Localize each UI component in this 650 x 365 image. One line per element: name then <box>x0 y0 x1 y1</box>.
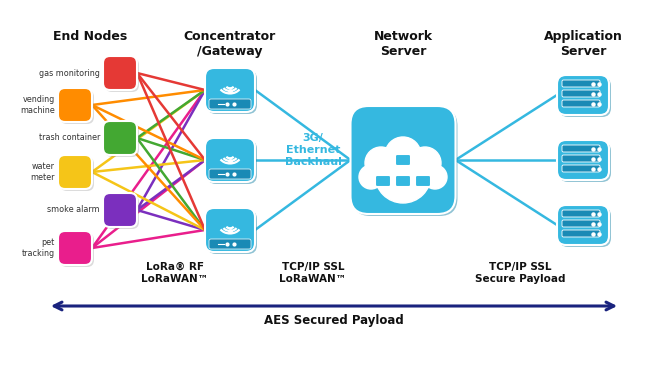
FancyBboxPatch shape <box>105 58 139 92</box>
Text: gas monitoring: gas monitoring <box>39 69 100 77</box>
Text: vending
machine: vending machine <box>20 95 55 115</box>
FancyBboxPatch shape <box>60 233 94 267</box>
Text: trash container: trash container <box>38 134 100 142</box>
FancyBboxPatch shape <box>58 88 92 122</box>
Text: pet
tracking: pet tracking <box>22 238 55 258</box>
FancyBboxPatch shape <box>559 207 611 247</box>
FancyBboxPatch shape <box>562 145 600 152</box>
FancyBboxPatch shape <box>207 140 257 184</box>
Text: Concentrator
/Gateway: Concentrator /Gateway <box>184 30 276 58</box>
FancyBboxPatch shape <box>562 210 600 217</box>
Text: AES Secured Payload: AES Secured Payload <box>264 314 404 327</box>
Circle shape <box>359 165 383 189</box>
FancyBboxPatch shape <box>562 155 600 162</box>
FancyBboxPatch shape <box>105 123 139 157</box>
FancyBboxPatch shape <box>395 175 411 187</box>
Circle shape <box>365 147 397 179</box>
FancyBboxPatch shape <box>562 220 600 227</box>
FancyBboxPatch shape <box>207 210 257 254</box>
FancyBboxPatch shape <box>415 175 431 187</box>
Circle shape <box>409 147 441 179</box>
FancyBboxPatch shape <box>557 75 609 115</box>
FancyBboxPatch shape <box>205 208 255 252</box>
FancyBboxPatch shape <box>209 99 251 109</box>
FancyBboxPatch shape <box>562 165 600 172</box>
FancyBboxPatch shape <box>562 100 600 107</box>
FancyBboxPatch shape <box>562 80 600 87</box>
Text: 3G/
Ethernet
Backhaul: 3G/ Ethernet Backhaul <box>285 133 341 166</box>
FancyBboxPatch shape <box>352 108 458 216</box>
FancyBboxPatch shape <box>562 230 600 237</box>
FancyBboxPatch shape <box>103 121 137 155</box>
Text: Application
Server: Application Server <box>543 30 623 58</box>
Text: TCP/IP SSL
LoRaWAN™: TCP/IP SSL LoRaWAN™ <box>280 262 346 284</box>
FancyBboxPatch shape <box>103 193 137 227</box>
Text: TCP/IP SSL
Secure Payload: TCP/IP SSL Secure Payload <box>474 262 566 284</box>
FancyBboxPatch shape <box>562 90 600 97</box>
FancyBboxPatch shape <box>375 175 391 187</box>
Text: smoke alarm: smoke alarm <box>47 205 100 215</box>
FancyBboxPatch shape <box>557 205 609 245</box>
Circle shape <box>375 147 431 203</box>
Circle shape <box>423 165 447 189</box>
Text: water
meter: water meter <box>31 162 55 182</box>
FancyBboxPatch shape <box>60 157 94 191</box>
Text: End Nodes: End Nodes <box>53 30 127 43</box>
FancyBboxPatch shape <box>559 142 611 182</box>
FancyBboxPatch shape <box>350 106 456 214</box>
FancyBboxPatch shape <box>105 195 139 229</box>
FancyBboxPatch shape <box>395 154 411 166</box>
FancyBboxPatch shape <box>207 70 257 114</box>
FancyBboxPatch shape <box>205 68 255 112</box>
FancyBboxPatch shape <box>103 56 137 90</box>
FancyBboxPatch shape <box>209 169 251 179</box>
FancyBboxPatch shape <box>58 155 92 189</box>
FancyBboxPatch shape <box>60 90 94 124</box>
Text: Network
Server: Network Server <box>374 30 432 58</box>
FancyBboxPatch shape <box>58 231 92 265</box>
Text: LoRa® RF
LoRaWAN™: LoRa® RF LoRaWAN™ <box>142 262 209 284</box>
FancyBboxPatch shape <box>559 77 611 117</box>
Circle shape <box>385 137 421 173</box>
FancyBboxPatch shape <box>209 239 251 249</box>
FancyBboxPatch shape <box>205 138 255 182</box>
FancyBboxPatch shape <box>557 140 609 180</box>
